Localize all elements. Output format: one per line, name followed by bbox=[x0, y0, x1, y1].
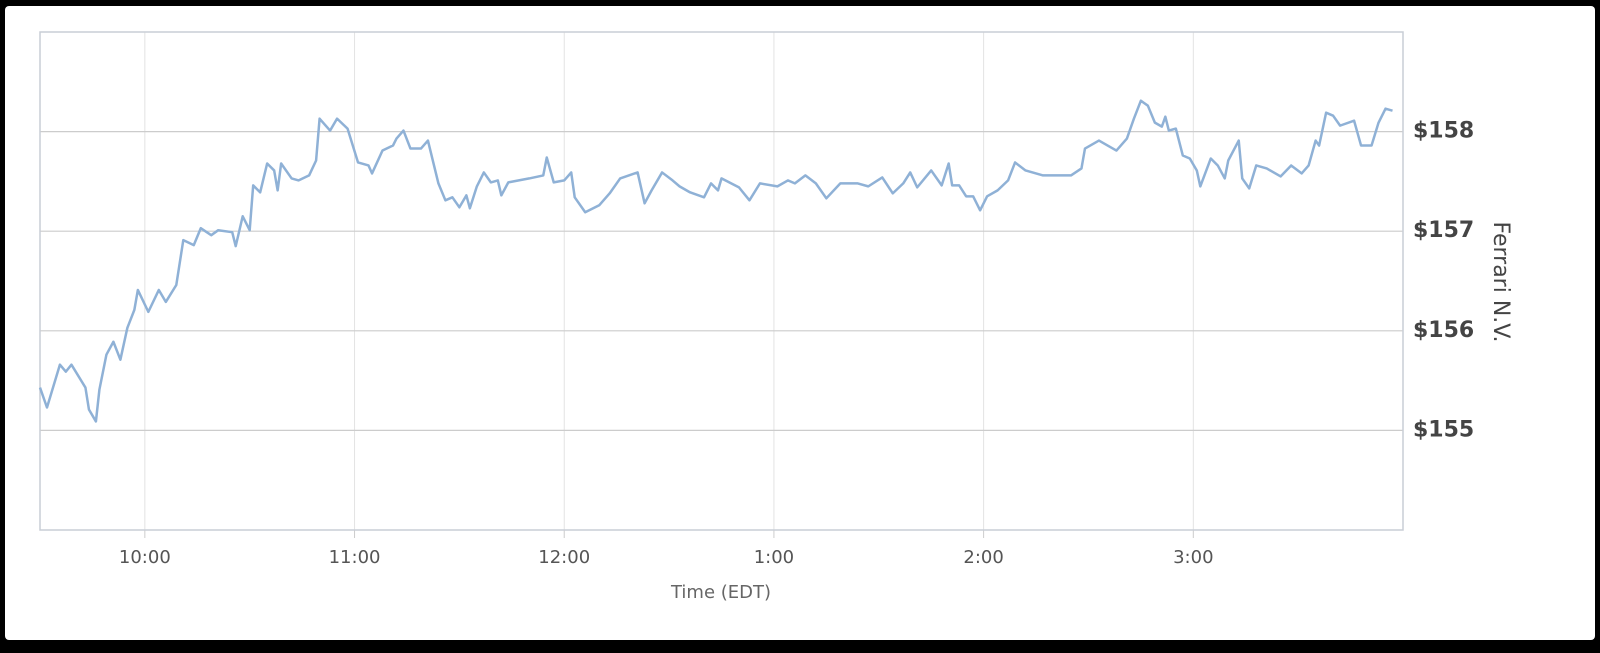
y-tick-label: $157 bbox=[1413, 218, 1474, 243]
x-tick-label: 12:00 bbox=[538, 547, 590, 568]
y-tick-label: $158 bbox=[1413, 119, 1474, 144]
x-tick-label: 11:00 bbox=[329, 547, 381, 568]
y-axis-label: Ferrari N.V. bbox=[1488, 222, 1513, 343]
panel bbox=[5, 6, 1595, 640]
x-tick-label: 3:00 bbox=[1173, 547, 1213, 568]
price-line bbox=[38, 99, 1393, 423]
x-tick-label: 2:00 bbox=[963, 547, 1003, 568]
x-tick-label: 1:00 bbox=[754, 547, 794, 568]
x-axis-label: Time (EDT) bbox=[670, 582, 771, 603]
y-tick-label: $156 bbox=[1413, 318, 1474, 343]
plot-border bbox=[39, 31, 1404, 531]
x-tick-label: 10:00 bbox=[119, 547, 171, 568]
y-tick-label: $155 bbox=[1413, 417, 1474, 442]
